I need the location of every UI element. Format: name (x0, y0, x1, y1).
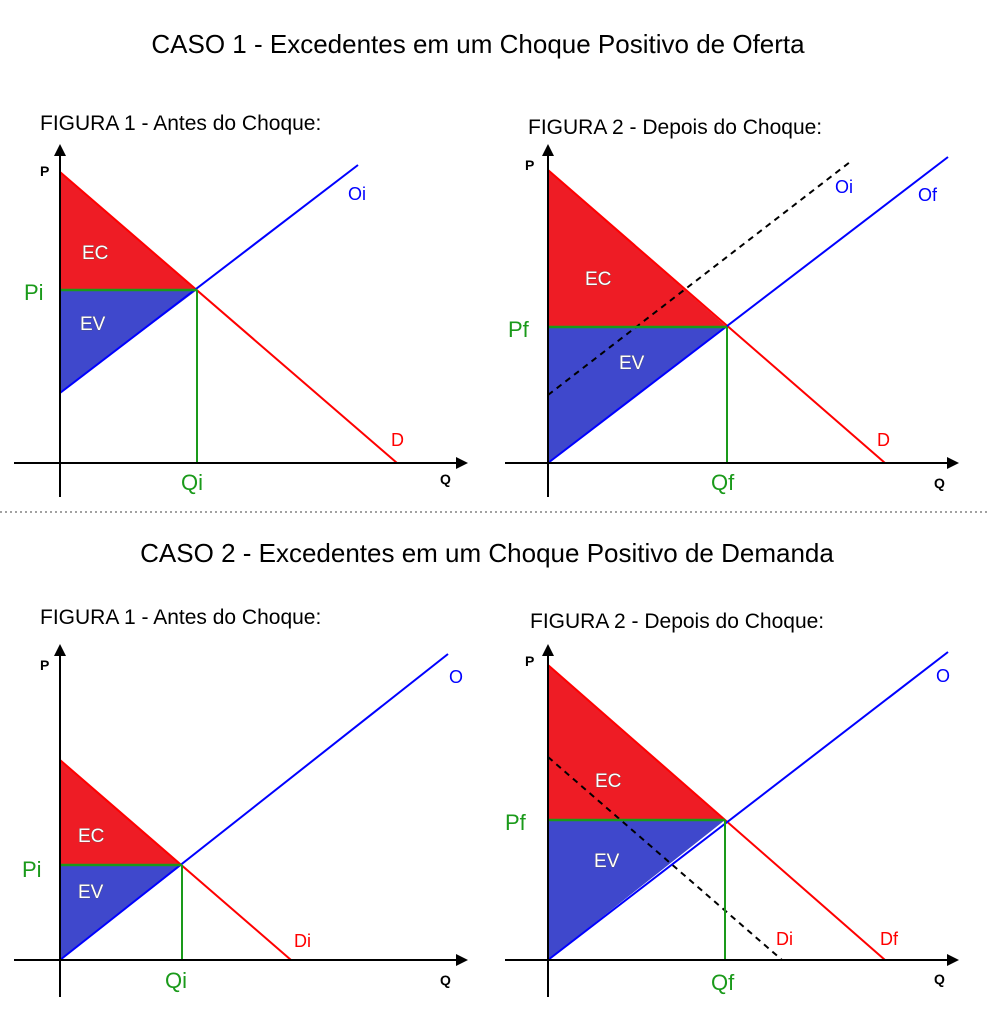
axis-p-label: P (40, 657, 49, 673)
case-1-title: CASO 1 - Excedentes em um Choque Positiv… (151, 29, 805, 59)
case-2-title: CASO 2 - Excedentes em um Choque Positiv… (140, 538, 834, 568)
case-2-figure-2: FIGURA 2 - Depois do Choque: P Q EC EV P… (505, 610, 959, 997)
old-supply-curve-label: Oi (835, 177, 853, 197)
price-label: Pf (505, 810, 527, 835)
producer-surplus-label: EV (619, 353, 645, 374)
axis-p-label: P (40, 163, 49, 179)
supply-curve-label: Oi (348, 184, 366, 204)
price-label: Pf (508, 317, 530, 342)
figure-title: FIGURA 1 - Antes do Choque: (40, 606, 321, 629)
producer-surplus-label: EV (78, 882, 104, 903)
axis-p-label: P (525, 157, 534, 173)
supply-curve (547, 651, 949, 961)
supply-curve-label: O (936, 666, 950, 686)
axis-q-label: Q (440, 471, 451, 487)
price-label: Pi (22, 857, 42, 882)
supply-curve (59, 164, 359, 394)
axis-q-label: Q (934, 971, 945, 987)
demand-curve-label: Df (880, 929, 899, 949)
axis-p-label: P (525, 653, 534, 669)
producer-surplus-label: EV (80, 314, 106, 335)
case-1-figure-1: FIGURA 1 - Antes do Choque: P Q EC EV Pi… (14, 112, 468, 497)
demand-curve (547, 169, 886, 464)
supply-curve (59, 653, 449, 961)
supply-curve-label: Of (918, 185, 938, 205)
case-2-figure-1: FIGURA 1 - Antes do Choque: P Q EC EV Pi… (14, 606, 468, 997)
demand-curve (59, 171, 398, 464)
figure-title: FIGURA 2 - Depois do Choque: (528, 116, 822, 139)
consumer-surplus-label: EC (585, 269, 611, 290)
old-supply-curve (547, 161, 851, 396)
axis-q-label: Q (440, 972, 451, 988)
demand-curve-label: Di (294, 931, 311, 951)
producer-surplus-label: EV (594, 851, 620, 872)
consumer-surplus-label: EC (82, 243, 108, 264)
consumer-surplus-label: EC (78, 826, 104, 847)
quantity-label: Qf (711, 970, 735, 995)
demand-curve-label: D (877, 430, 890, 450)
supply-curve-label: O (449, 667, 463, 687)
quantity-label: Qi (181, 470, 203, 495)
demand-curve (547, 664, 886, 961)
quantity-label: Qf (711, 470, 735, 495)
figure-title: FIGURA 2 - Depois do Choque: (530, 610, 824, 633)
quantity-label: Qi (165, 968, 187, 993)
demand-curve-label: D (391, 430, 404, 450)
figure-title: FIGURA 1 - Antes do Choque: (40, 112, 321, 135)
demand-curve (59, 759, 292, 961)
axis-q-label: Q (934, 475, 945, 491)
old-demand-curve (547, 756, 783, 961)
supply-curve (547, 156, 949, 464)
price-label: Pi (24, 280, 44, 305)
case-1-figure-2: FIGURA 2 - Depois do Choque: P Q EC EV P… (505, 116, 959, 497)
consumer-surplus-label: EC (595, 771, 621, 792)
old-demand-curve-label: Di (776, 929, 793, 949)
